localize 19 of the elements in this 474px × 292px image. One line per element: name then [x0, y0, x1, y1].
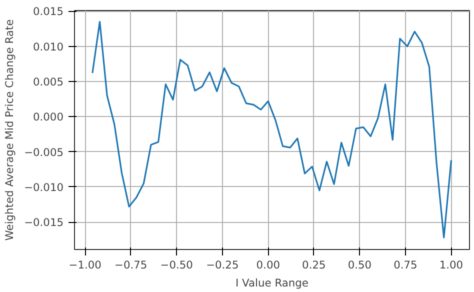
x-tick-label: 0.00	[256, 258, 280, 272]
x-tick-label: 0.75	[394, 258, 418, 272]
line-series	[92, 20, 452, 238]
y-tick-label: 0.005	[32, 75, 64, 88]
y-tick-label: −0.005	[24, 146, 64, 159]
x-tick-label: −0.25	[206, 258, 239, 272]
x-axis-title: I Value Range	[236, 276, 308, 290]
x-tick-label: −0.50	[160, 258, 194, 272]
y-tick-label: 0.010	[32, 40, 64, 54]
y-axis-title: Weighted Average Mid Price Change Rate	[3, 19, 16, 241]
x-tick-label: −0.75	[114, 258, 148, 272]
x-tick-label: 0.50	[348, 258, 372, 272]
x-tick-label: −1.00	[68, 258, 102, 272]
y-tick-label: −0.010	[24, 180, 64, 194]
y-tick-label: −0.015	[24, 216, 64, 230]
y-tick-label: 0.000	[32, 110, 64, 124]
x-tick-label: 0.25	[302, 258, 326, 272]
y-tick-label: 0.015	[32, 5, 64, 18]
x-tick-label: 1.00	[439, 258, 464, 272]
